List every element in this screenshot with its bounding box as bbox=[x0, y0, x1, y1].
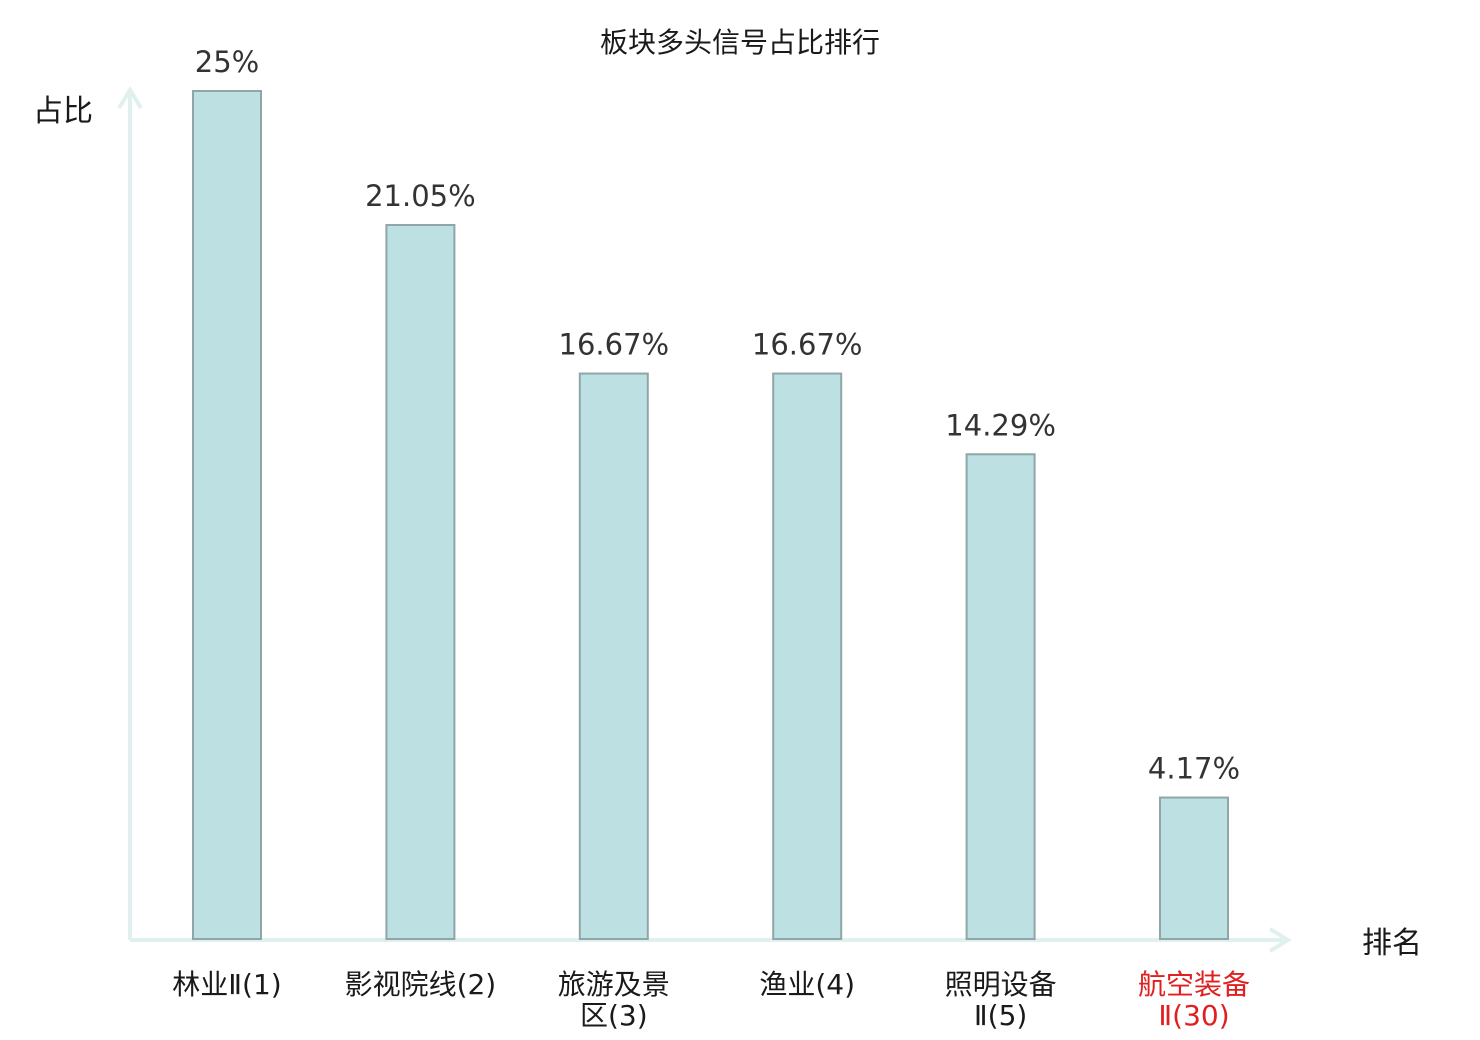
bar-value-label: 14.29% bbox=[945, 408, 1056, 442]
bar-value-label: 21.05% bbox=[365, 179, 476, 213]
bar bbox=[385, 223, 456, 940]
y-axis-label: 占比 bbox=[33, 94, 93, 129]
bar-value-label: 16.67% bbox=[559, 328, 670, 362]
x-axis-arrow-icon bbox=[1268, 927, 1292, 953]
axes bbox=[117, 86, 1292, 953]
x-axis-label: 排名 bbox=[1362, 926, 1422, 961]
x-tick-label: Ⅱ(5) bbox=[974, 999, 1027, 1032]
y-axis-arrow-icon bbox=[117, 86, 143, 110]
bar bbox=[772, 372, 843, 940]
x-tick-label: 照明设备 bbox=[945, 968, 1057, 1001]
chart-title: 板块多头信号占比排行 bbox=[600, 26, 880, 59]
x-tick-label: 区(3) bbox=[580, 999, 648, 1032]
bars-group bbox=[192, 90, 1229, 940]
bar-value-label: 4.17% bbox=[1148, 752, 1240, 786]
value-labels-group: 25% 21.05% 16.67% 16.67% 14.29% 4.17% bbox=[195, 45, 1240, 786]
bar bbox=[578, 372, 649, 940]
bar-value-label: 16.67% bbox=[752, 328, 863, 362]
x-tick-label: 影视院线(2) bbox=[345, 968, 497, 1001]
x-tick-label: 林业Ⅱ(1) bbox=[172, 968, 281, 1001]
x-tick-label: Ⅱ(30) bbox=[1158, 999, 1229, 1032]
x-tick-label: 航空装备 bbox=[1138, 968, 1250, 1001]
x-tick-label: 旅游及景 bbox=[558, 968, 670, 1001]
bar-value-label: 25% bbox=[195, 45, 259, 79]
x-tick-label: 渔业(4) bbox=[759, 968, 855, 1001]
bar bbox=[192, 90, 262, 940]
bar bbox=[1159, 796, 1229, 940]
bar bbox=[965, 453, 1036, 940]
